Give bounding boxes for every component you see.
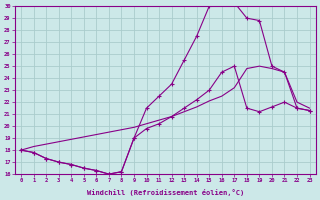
X-axis label: Windchill (Refroidissement éolien,°C): Windchill (Refroidissement éolien,°C): [87, 189, 244, 196]
